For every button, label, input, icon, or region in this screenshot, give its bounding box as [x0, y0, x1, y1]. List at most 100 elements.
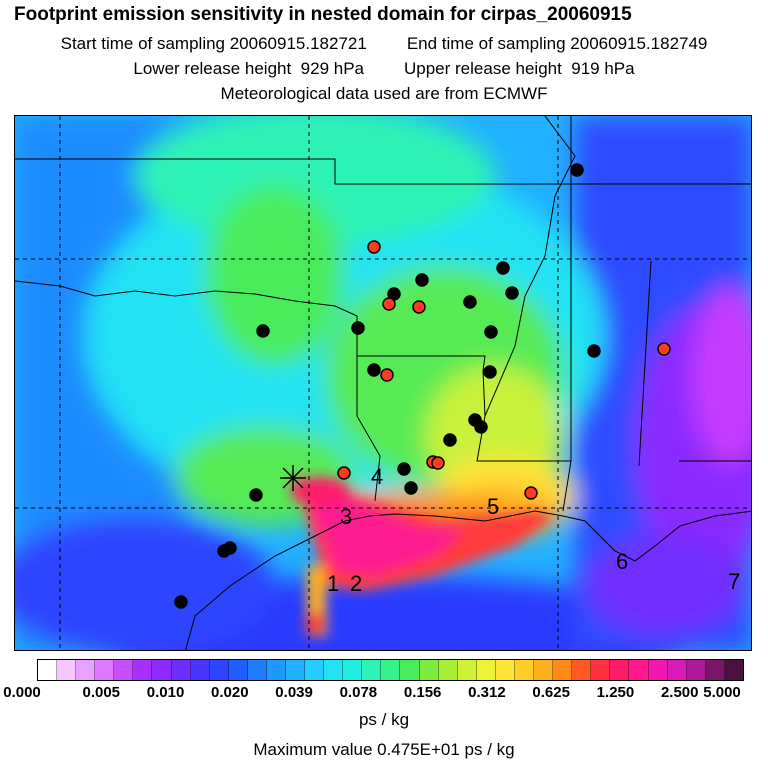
- coastal-plume: [290, 476, 555, 636]
- boundary-oklahoma-texas: [15, 280, 358, 416]
- colorbar-ticks: 0.000 0.005 0.010 0.020 0.039 0.078 0.156 0.312…: [0, 684, 768, 706]
- field-east-violet: [690, 286, 751, 466]
- colorbar-swatch: [610, 660, 630, 680]
- colorbar-swatch: [629, 660, 649, 680]
- colorbar-swatch: [305, 660, 325, 680]
- site-black: [496, 261, 510, 275]
- site-red: [380, 368, 394, 382]
- region-label-5: 5: [487, 494, 499, 519]
- site-black: [404, 481, 418, 495]
- site-black: [474, 420, 488, 434]
- field-southwest-blue: [15, 516, 275, 650]
- colorbar-swatch: [514, 660, 535, 680]
- site-black: [367, 363, 381, 377]
- colorbar-swatch: [476, 660, 496, 680]
- region-label-7: 7: [728, 569, 740, 594]
- site-red: [337, 466, 351, 480]
- region-labels: 1 2 3 4 5 6 7: [327, 464, 740, 596]
- colorbar-swatch: [209, 660, 229, 680]
- colorbar-swatch: [38, 660, 58, 680]
- sensitivity-field: [15, 116, 751, 650]
- colorbar-tick-label: 0.312: [468, 684, 506, 701]
- site-black: [397, 462, 411, 476]
- plot-title: Footprint emission sensitivity in nested…: [14, 4, 632, 25]
- colorbar-tick-label: 0.010: [146, 684, 185, 701]
- region-label-4: 4: [371, 464, 383, 489]
- colorbar-swatch: [266, 660, 287, 680]
- site-black: [483, 365, 497, 379]
- colorbar-tick-label: 5.000: [703, 684, 741, 701]
- colorbar-swatch: [152, 660, 172, 680]
- boundary-louisiana: [356, 415, 381, 502]
- colorbar-swatch: [686, 660, 706, 680]
- site-black: [351, 321, 365, 335]
- colorbar-swatch: [495, 660, 515, 680]
- colorbar-swatch: [381, 660, 401, 680]
- site-black: [587, 344, 601, 358]
- region-label-3: 3: [340, 504, 352, 529]
- colorbar-swatch: [419, 660, 439, 680]
- site-red: [524, 486, 538, 500]
- max-value-label: Maximum value 0.475E+01 ps / kg: [253, 740, 515, 759]
- map-canvas: 1 2 3 4 5 6 7: [15, 116, 751, 650]
- colorbar-swatch: [438, 660, 458, 680]
- colorbar-swatch: [457, 660, 477, 680]
- colorbar-swatch: [362, 660, 382, 680]
- colorbar-tick-label: 2.500: [660, 684, 699, 701]
- site-red: [382, 297, 396, 311]
- site-black: [505, 286, 519, 300]
- colorbar-tick-label: 0.020: [211, 684, 249, 701]
- plume-magenta-core: [300, 481, 465, 576]
- colorbar-swatch: [247, 660, 267, 680]
- boundary-north: [15, 158, 751, 185]
- field-green-north: [205, 186, 345, 366]
- coastline-texas: [185, 510, 751, 650]
- colorbar-swatch: [190, 660, 210, 680]
- site-black: [443, 433, 457, 447]
- site-black: [484, 325, 498, 339]
- colorbar-swatch: [286, 660, 306, 680]
- site-black: [223, 541, 237, 555]
- site-black: [256, 324, 270, 338]
- boundary-northeast-river: [484, 116, 576, 417]
- colorbar-swatch: [76, 660, 96, 680]
- colorbar-swatch: [591, 660, 611, 680]
- sampling-times: Start time of sampling 20060915.182721 En…: [0, 34, 768, 54]
- release-heights: Lower release height 929 hPa Upper releas…: [0, 59, 768, 79]
- colorbar-swatch: [534, 660, 554, 680]
- site-black: [463, 295, 477, 309]
- site-red: [367, 240, 381, 254]
- boundaries: [15, 116, 751, 650]
- field-southeast-purple: [585, 536, 745, 636]
- site-black: [570, 163, 584, 177]
- grid-lines: [15, 116, 751, 650]
- colorbar-swatch: [228, 660, 248, 680]
- plume-south-tip: [305, 612, 325, 636]
- site-red: [431, 456, 445, 470]
- colorbar-tick-label: 0.000: [3, 684, 41, 701]
- units-label: ps / kg: [358, 710, 410, 729]
- colorbar-swatch: [171, 660, 191, 680]
- lower-release-label: Lower release height 929 hPa: [133, 59, 364, 78]
- colorbar-swatch: [553, 660, 573, 680]
- colorbar-swatch: [95, 660, 115, 680]
- site-black: [415, 273, 429, 287]
- end-time-label: End time of sampling 20060915.182749: [406, 34, 708, 53]
- upper-release-label: Upper release height 919 hPa: [404, 59, 635, 78]
- colorbar-swatch: [57, 660, 77, 680]
- release-point-marker: [280, 465, 306, 491]
- colorbar-swatch: [572, 660, 592, 680]
- boundary-arkansas-south: [357, 355, 486, 417]
- colorbar-swatch: [133, 660, 153, 680]
- colorbar-swatch: [114, 660, 134, 680]
- boundary-mississippi-river: [476, 415, 572, 512]
- colorbar-tick-label: 1.250: [596, 684, 635, 701]
- site-red: [657, 342, 671, 356]
- colorbar-swatch: [724, 660, 743, 680]
- sites: [174, 163, 671, 609]
- colorbar-tick-label: 0.005: [82, 684, 121, 701]
- region-label-2: 2: [350, 571, 362, 596]
- colorbar-swatch: [400, 660, 420, 680]
- sensitivity-map: 1 2 3 4 5 6 7: [14, 115, 752, 651]
- met-data-label: Meteorological data used are from ECMWF: [220, 84, 548, 103]
